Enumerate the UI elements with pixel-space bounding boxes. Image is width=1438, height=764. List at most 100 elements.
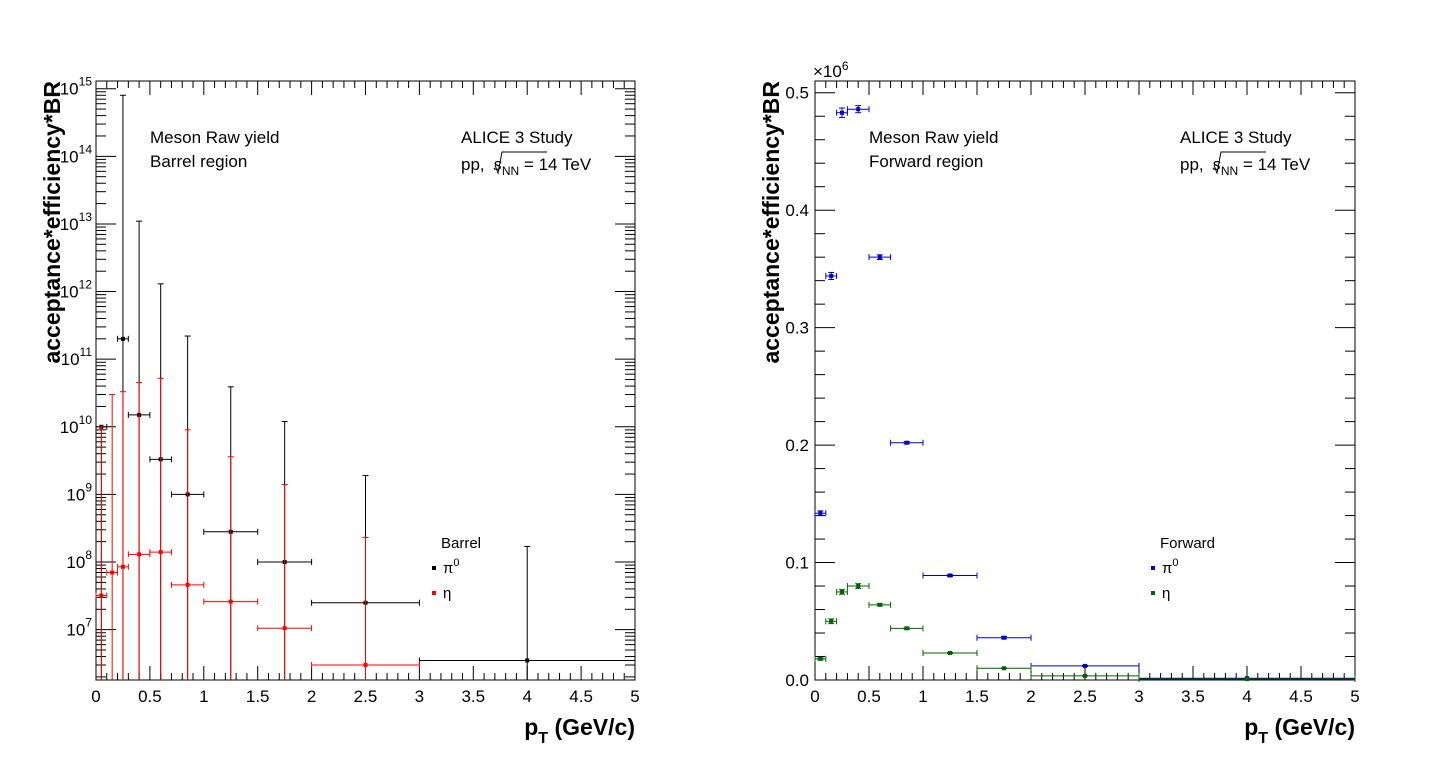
x-tick-label: 0.5	[138, 687, 162, 706]
data-point	[829, 273, 834, 278]
data-point	[120, 336, 125, 341]
legend: Barrel π0 η	[432, 535, 481, 602]
data-point	[282, 626, 287, 631]
data-point	[110, 570, 115, 575]
y-tick-label: 1010	[60, 413, 93, 437]
y-tick-exponent: 11	[80, 345, 93, 359]
legend-label: η	[443, 585, 451, 602]
data-point	[840, 110, 844, 115]
x-axis-title-rest: (GeV/c)	[548, 714, 635, 740]
legend-marker	[1151, 566, 1155, 570]
y-tick-label: 0.4	[785, 201, 809, 220]
y-tick-exponent: 14	[79, 142, 93, 156]
data-point	[228, 599, 233, 604]
x-tick-label: 1	[918, 687, 927, 706]
x-tick-label: 3	[1134, 687, 1143, 706]
y-tick-base: 10	[60, 418, 79, 437]
x-axis-title-subscript: T	[538, 730, 548, 747]
data-point	[1002, 666, 1006, 671]
y-tick-base: 10	[66, 485, 85, 504]
data-point	[818, 656, 823, 661]
annotation-pp: pp,	[461, 155, 489, 174]
x-tick-label: 2.5	[354, 687, 378, 706]
x-tick-label: 1	[199, 687, 208, 706]
y-tick-label: 109	[66, 480, 92, 504]
y-tick-exponent: 7	[85, 616, 92, 630]
y-tick-label: 0.2	[785, 436, 809, 455]
y-tick-label: 1012	[60, 278, 93, 302]
y-tick-label: 0.0	[785, 671, 809, 690]
annotation-s: s	[493, 155, 502, 174]
annotation-region: Forward region	[869, 152, 983, 171]
series-1	[95, 377, 420, 680]
annotation-pp: pp,	[1180, 155, 1208, 174]
y-tick-label: 107	[66, 616, 92, 640]
data-point	[818, 511, 823, 516]
x-tick-label: 0	[91, 687, 100, 706]
y-tick-exponent: 8	[85, 548, 92, 562]
x-tick-label: 3.5	[1181, 687, 1205, 706]
y-tick-base: 10	[61, 350, 80, 369]
annotation-s: s	[1212, 155, 1221, 174]
annotation-experiment: ALICE 3 Study	[461, 128, 573, 147]
legend-label: π0	[1162, 557, 1178, 577]
y-axis-title: acceptance*efficiency*BR	[758, 81, 784, 364]
y-multiplier-exponent: 6	[842, 59, 849, 73]
y-tick-label: 108	[66, 548, 92, 572]
y-tick-exponent: 9	[85, 480, 92, 494]
sqrt-symbol	[494, 151, 547, 175]
y-tick-base: 10	[60, 283, 79, 302]
annotation-title: Meson Raw yield	[150, 128, 279, 147]
legend-label-base: π	[443, 560, 453, 577]
x-tick-label: 2	[307, 687, 316, 706]
annotation-nn: NN	[1221, 164, 1238, 178]
annotation-collision: pp, sNN = 14 TeV	[461, 155, 592, 178]
data-point	[1083, 663, 1087, 668]
x-tick-label: 3	[415, 687, 424, 706]
data-point	[904, 626, 909, 631]
x-axis-title: pT (GeV/c)	[524, 714, 635, 747]
x-axis-title-rest: (GeV/c)	[1268, 714, 1355, 740]
x-tick-label: 5	[630, 687, 639, 706]
x-tick-label: 4.5	[569, 687, 593, 706]
x-tick-label: 4	[1242, 687, 1251, 706]
data-point	[856, 107, 861, 112]
data-point	[829, 619, 834, 624]
y-tick-label: 1013	[60, 210, 93, 234]
annotation-collision: pp, sNN = 14 TeV	[1180, 155, 1311, 178]
data-point	[525, 658, 530, 663]
x-tick-label: 2	[1026, 687, 1035, 706]
chart-panel-left: 0 0.5 1 1.5 2 2.5 3 3.5 4 4.5 51071081091010101110…	[39, 75, 640, 747]
x-axis-title-main: p	[524, 714, 538, 740]
x-tick-label: 4	[522, 687, 531, 706]
data-point	[185, 582, 190, 587]
annotation-region: Barrel region	[150, 152, 247, 171]
x-tick-label: 5	[1350, 687, 1359, 706]
data-point	[1245, 677, 1249, 682]
y-tick-label: 1014	[60, 142, 93, 166]
y-tick-exponent: 13	[79, 210, 93, 224]
legend-label-base: π	[1162, 560, 1172, 577]
data-point	[904, 440, 909, 445]
legend: Forward π0 η	[1151, 535, 1215, 602]
y-tick-base: 10	[66, 553, 85, 572]
annotation-energy: = 14 TeV	[1238, 155, 1311, 174]
legend-header: Barrel	[441, 535, 481, 552]
legend-header: Forward	[1160, 535, 1215, 552]
sqrt-symbol	[1213, 151, 1266, 175]
data-point	[158, 550, 163, 555]
y-tick-label: 1011	[61, 345, 93, 369]
x-tick-label: 4.5	[1289, 687, 1313, 706]
data-point	[877, 602, 882, 607]
y-tick-exponent: 12	[79, 278, 93, 292]
annotation-title: Meson Raw yield	[869, 128, 998, 147]
x-axis-title-subscript: T	[1258, 730, 1268, 747]
y-tick-label: 0.1	[785, 554, 809, 573]
data-point	[948, 650, 952, 655]
data-point	[99, 593, 104, 598]
data-point	[137, 552, 142, 557]
x-tick-label: 2.5	[1073, 687, 1097, 706]
x-tick-label: 0	[810, 687, 819, 706]
annotation-experiment: ALICE 3 Study	[1180, 128, 1292, 147]
